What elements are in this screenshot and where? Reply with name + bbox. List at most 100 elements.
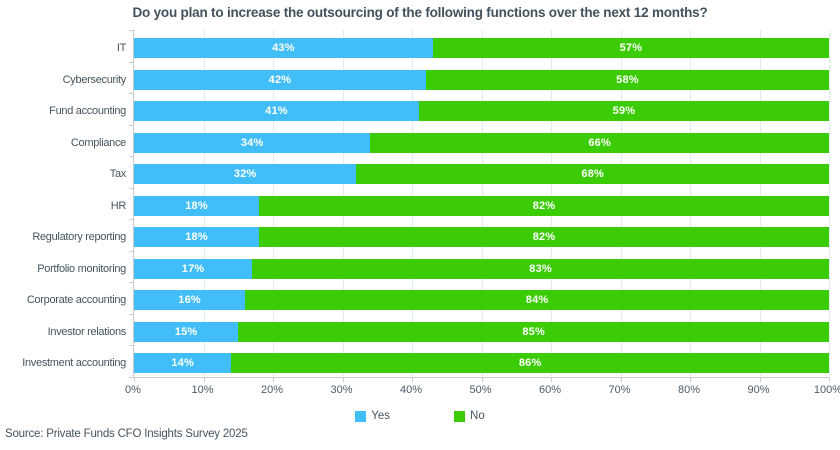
- bar-value-label: 17%: [181, 262, 205, 275]
- legend-label: No: [470, 410, 485, 422]
- bar-segment-yes: 17%: [134, 258, 253, 279]
- bar-value-label: 16%: [178, 294, 201, 307]
- bar-row: 18% 82%: [134, 195, 829, 216]
- x-axis-tick: [481, 378, 483, 382]
- x-axis-tick-label: 20%: [260, 384, 284, 396]
- y-axis-tick: [129, 345, 133, 347]
- bar-segment-no: 58%: [425, 69, 829, 90]
- bar-row: 15% 85%: [134, 321, 829, 342]
- x-axis-tick-label: 40%: [399, 384, 423, 396]
- category-label: Regulatory reporting: [32, 231, 126, 244]
- x-axis-tick-label: 100%: [813, 384, 840, 396]
- bar-segment-yes: 32%: [134, 164, 357, 185]
- bar-segment-no: 66%: [370, 132, 829, 153]
- y-axis-labels: IT Cybersecurity Fund accounting Compliance…: [0, 30, 126, 377]
- bar-value-label: 18%: [185, 231, 208, 244]
- x-axis-tick: [134, 378, 135, 382]
- x-axis-tick-labels: 0% 10% 20% 30% 40% 50% 60% 70% 80% 90% 100%: [0, 384, 840, 398]
- bar-value-label: 86%: [518, 357, 542, 370]
- x-axis-tick: [551, 378, 552, 382]
- bar-value-label: 82%: [532, 231, 556, 244]
- y-axis-tick: [129, 250, 133, 252]
- bar-segment-no: 82%: [259, 227, 829, 248]
- bar-segment-yes: 14%: [134, 353, 232, 374]
- x-axis-tick-label: 0%: [125, 384, 141, 396]
- y-axis-tick: [129, 93, 133, 95]
- legend-swatch-icon: [355, 410, 367, 422]
- bar-segment-yes: 34%: [134, 132, 371, 153]
- bar-value-label: 18%: [185, 199, 208, 212]
- x-axis-tick-label: 70%: [608, 384, 631, 396]
- x-axis-tick-label: 10%: [191, 384, 214, 396]
- x-axis-tick: [829, 378, 830, 382]
- bar-row: 14% 86%: [134, 353, 829, 374]
- bar-segment-no: 57%: [432, 38, 829, 58]
- bar-row: 16% 84%: [134, 290, 829, 311]
- bar-segment-no: 82%: [259, 195, 829, 216]
- legend-swatch-icon: [454, 410, 466, 422]
- x-axis-tick: [759, 378, 761, 382]
- bar-segment-no: 59%: [418, 101, 829, 122]
- category-label: Investor relations: [47, 325, 127, 338]
- bar-value-label: 32%: [233, 168, 257, 181]
- category-label: Portfolio monitoring: [37, 262, 126, 275]
- bar-segment-no: 85%: [238, 321, 829, 342]
- bar-row: 17% 83%: [134, 258, 829, 279]
- bar-value-label: 83%: [529, 262, 552, 275]
- x-axis-tick-label: 90%: [747, 384, 770, 396]
- bar-segment-no: 83%: [252, 258, 829, 279]
- category-label: HR: [110, 199, 127, 212]
- bar-value-label: 15%: [174, 325, 198, 338]
- bar-value-label: 34%: [240, 136, 264, 149]
- bar-value-label: 85%: [522, 325, 545, 338]
- x-axis-tick-label: 80%: [677, 384, 701, 396]
- bar-row: 43% 57%: [134, 38, 829, 58]
- x-axis-tick: [273, 378, 274, 382]
- bar-row: 18% 82%: [134, 227, 829, 248]
- bar-segment-no: 86%: [231, 353, 829, 374]
- bar-segment-yes: 18%: [134, 227, 260, 248]
- category-label: Compliance: [70, 136, 126, 149]
- bar-segment-yes: 16%: [134, 290, 246, 311]
- y-axis-tick: [129, 156, 133, 158]
- bar-segment-no: 84%: [245, 290, 829, 311]
- bar-segment-yes: 15%: [134, 321, 239, 342]
- bar-segment-no: 68%: [356, 164, 829, 185]
- y-axis-tick: [129, 124, 133, 126]
- category-label: Cybersecurity: [62, 73, 127, 86]
- bar-row: 34% 66%: [134, 132, 829, 153]
- chart-title: Do you plan to increase the outsourcing …: [132, 5, 708, 20]
- bar-segment-yes: 42%: [134, 69, 426, 90]
- x-axis-tick: [203, 378, 205, 382]
- category-label: IT: [116, 42, 126, 54]
- bar-value-label: 68%: [581, 168, 604, 181]
- y-axis-tick: [129, 61, 133, 63]
- legend-item-no: No: [454, 410, 485, 422]
- category-label: Tax: [109, 168, 127, 181]
- category-label: Corporate accounting: [26, 294, 126, 307]
- x-axis-tick-label: 50%: [469, 384, 492, 396]
- bar-value-label: 42%: [268, 73, 292, 86]
- source-note: Source: Private Funds CFO Insights Surve…: [5, 428, 248, 440]
- legend-item-yes: Yes: [355, 410, 390, 422]
- bar-value-label: 58%: [616, 73, 639, 86]
- category-label: Investment accounting: [22, 357, 126, 370]
- bar-segment-yes: 41%: [134, 101, 419, 122]
- legend-label: Yes: [371, 410, 391, 422]
- x-axis-tick: [412, 378, 413, 382]
- x-axis-tick: [342, 378, 344, 382]
- y-axis-tick: [129, 187, 133, 189]
- x-axis-tick: [690, 378, 691, 382]
- bar-segment-yes: 43%: [134, 38, 433, 58]
- y-axis-tick: [129, 282, 133, 284]
- gridline: [829, 30, 830, 377]
- bar-value-label: 66%: [588, 136, 611, 149]
- x-axis-tick-label: 60%: [538, 384, 562, 396]
- bar-row: 41% 59%: [134, 101, 829, 122]
- bar-value-label: 41%: [265, 105, 288, 118]
- bar-value-label: 59%: [612, 105, 636, 118]
- bar-value-label: 84%: [525, 294, 549, 307]
- y-axis-tick: [129, 30, 133, 31]
- x-axis-tick: [620, 378, 622, 382]
